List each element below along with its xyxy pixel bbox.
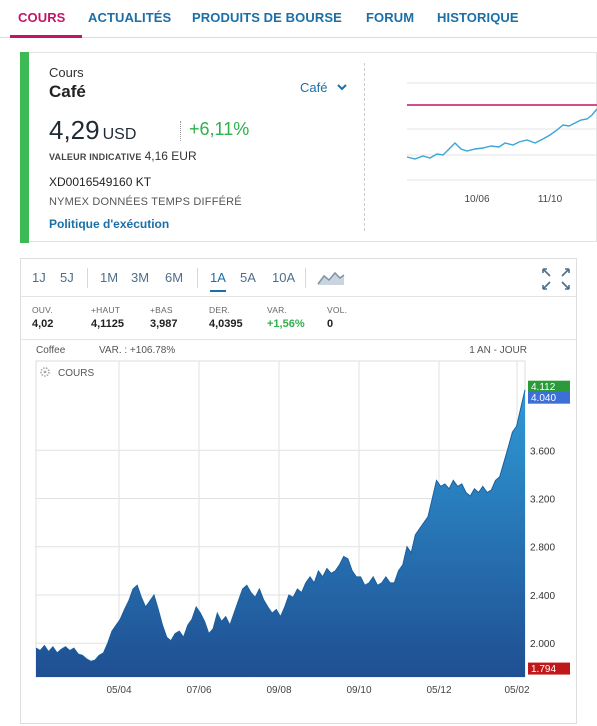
stat-high: +HAUT 4,1125 xyxy=(91,305,124,330)
price-tag-label: 4.040 xyxy=(531,393,556,404)
fullscreen-icon[interactable] xyxy=(541,267,571,291)
price-chart[interactable]: Coffee VAR. : +106.78% 1 AN - JOUR 05/04 07/… xyxy=(21,341,576,723)
stat-label: +BAS xyxy=(150,305,173,315)
tab-cours[interactable]: COURS xyxy=(18,10,66,25)
price-chart-area[interactable]: Coffee VAR. : +106.78% 1 AN - JOUR 05/04 07/… xyxy=(21,341,576,723)
price-area-series xyxy=(36,389,525,677)
stat-value: 4,0395 xyxy=(209,318,243,330)
stat-label: DER. xyxy=(209,305,231,315)
period-1a[interactable]: 1A xyxy=(210,270,226,285)
y-tick-label: 3.600 xyxy=(530,446,555,457)
mini-x-tick-label: 11/10 xyxy=(538,194,563,205)
period-3m[interactable]: 3M xyxy=(131,270,150,285)
instrument-selector[interactable]: Café xyxy=(300,80,348,95)
stat-label: VOL. xyxy=(327,305,348,315)
price-tag-label: 4.112 xyxy=(531,382,556,393)
x-tick-label: 05/04 xyxy=(106,685,131,696)
period-divider xyxy=(197,268,198,288)
session-stats: OUV. 4,02 +HAUT 4,1125 +BAS 3,987 DER. 4,039… xyxy=(21,298,576,340)
market-source: NYMEX DONNÉES TEMPS DIFFÉRÉ xyxy=(49,196,242,208)
instrument-label: Coffee xyxy=(36,345,66,356)
chart-panel: 1J 5J 1M 3M 6M 1A 5A 10A OUV. 4,02 xyxy=(20,258,577,724)
price-separator xyxy=(180,121,181,141)
period-selector: 1J 5J 1M 3M 6M 1A 5A 10A xyxy=(21,259,576,297)
stat-label: +HAUT xyxy=(91,305,121,315)
y-tick-label: 2.000 xyxy=(530,639,555,650)
price-tag: 4.112 xyxy=(528,380,570,393)
period-divider xyxy=(87,268,88,288)
variation-label: VAR. : +106.78% xyxy=(99,345,175,356)
indicative-amount: 4,16 EUR xyxy=(144,149,197,163)
period-6m[interactable]: 6M xyxy=(165,270,184,285)
price-value: 4,29 xyxy=(49,115,100,145)
period-divider xyxy=(305,268,306,288)
gear-icon[interactable] xyxy=(40,367,50,377)
period-1m[interactable]: 1M xyxy=(100,270,119,285)
stat-open: OUV. 4,02 xyxy=(32,305,53,330)
stat-value: +1,56% xyxy=(267,318,305,330)
status-bar xyxy=(20,52,29,243)
execution-policy-link[interactable]: Politique d'exécution xyxy=(49,217,170,231)
tab-historique[interactable]: HISTORIQUE xyxy=(437,10,519,25)
x-tick-label: 05/02 xyxy=(504,685,529,696)
instrument-selector-label: Café xyxy=(300,80,328,95)
price-tag-box xyxy=(528,380,570,393)
price-tag-label: 1.794 xyxy=(531,664,556,675)
period-1j[interactable]: 1J xyxy=(32,270,46,285)
x-tick-label: 05/12 xyxy=(426,685,451,696)
isin-code: XD0016549160 KT xyxy=(49,175,152,189)
series-legend[interactable]: COURS xyxy=(40,367,94,379)
price-currency: USD xyxy=(102,126,137,143)
period-10a[interactable]: 10A xyxy=(272,270,296,285)
stat-value: 4,02 xyxy=(32,318,54,330)
stat-label: VAR. xyxy=(267,305,288,315)
price-tag: 1.794 xyxy=(528,662,570,675)
last-price: 4,29 USD xyxy=(49,115,136,146)
tab-forum[interactable]: FORUM xyxy=(366,10,415,25)
active-period-indicator xyxy=(210,290,226,292)
quote-label: Cours xyxy=(49,65,84,80)
stat-low: +BAS 3,987 xyxy=(150,305,178,330)
stat-label: OUV. xyxy=(32,305,53,315)
x-tick-label: 09/08 xyxy=(266,685,291,696)
stat-last: DER. 4,0395 xyxy=(209,305,243,330)
tab-produits-de-bourse[interactable]: PRODUITS DE BOURSE xyxy=(192,10,342,25)
period-5a[interactable]: 5A xyxy=(240,270,256,285)
card-divider xyxy=(364,63,365,231)
indicative-label: VALEUR INDICATIVE xyxy=(49,152,142,162)
stat-value: 0 xyxy=(327,318,334,330)
x-tick-label: 07/06 xyxy=(186,685,211,696)
stat-variation: VAR. +1,56% xyxy=(267,305,305,330)
instrument-name: Café xyxy=(49,82,86,101)
y-tick-label: 2.800 xyxy=(530,543,555,554)
period-5j[interactable]: 5J xyxy=(60,270,74,285)
mini-chart: 10/06 11/10 xyxy=(406,82,597,205)
mini-price-line xyxy=(406,108,597,160)
price-tag-box xyxy=(528,391,570,404)
mini-x-tick-label: 10/06 xyxy=(464,194,489,205)
gear-icon-center xyxy=(43,370,47,374)
top-navigation: COURS ACTUALITÉS PRODUITS DE BOURSE FORU… xyxy=(0,0,597,38)
stat-value: 4,1125 xyxy=(91,318,125,330)
indicative-value: VALEUR INDICATIVE 4,16 EUR xyxy=(49,149,197,163)
stat-volume: VOL. 0 xyxy=(327,305,347,330)
range-label: 1 AN - JOUR xyxy=(469,345,527,356)
price-change: +6,11% xyxy=(189,119,250,139)
area-chart-icon[interactable] xyxy=(317,270,345,286)
stat-value: 3,987 xyxy=(150,318,178,330)
price-line-series xyxy=(35,389,526,662)
series-label: COURS xyxy=(58,368,94,379)
price-tag-box xyxy=(528,662,570,675)
x-tick-label: 09/10 xyxy=(346,685,371,696)
quote-card: Cours Café Café 4,29 USD +6,11% VALEUR IN… xyxy=(20,52,597,243)
y-tick-label: 3.200 xyxy=(530,494,555,505)
active-tab-indicator xyxy=(10,35,82,38)
chevron-down-icon xyxy=(337,84,348,91)
y-tick-label: 2.400 xyxy=(530,591,555,602)
tab-actualites[interactable]: ACTUALITÉS xyxy=(88,10,172,25)
price-tag: 4.040 xyxy=(528,391,570,404)
